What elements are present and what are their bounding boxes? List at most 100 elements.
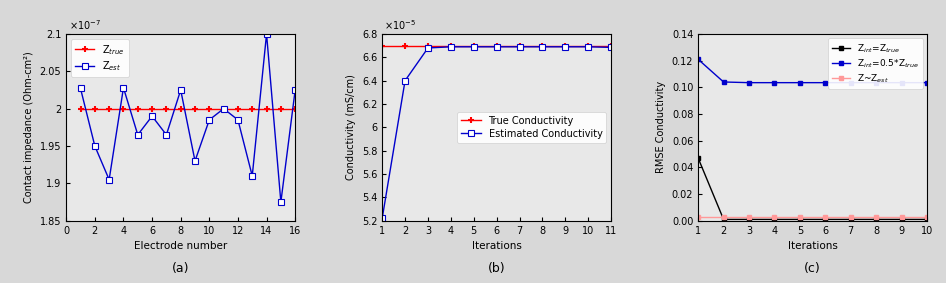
- Z$_{true}$: [147, 107, 158, 110]
- Z$_{est}$: [75, 87, 86, 90]
- Estimated Conductivity: [377, 217, 388, 220]
- Z$_{est}$: [275, 200, 287, 204]
- Z$_{est}$: [218, 107, 229, 110]
- Z$_{int}$=0.5*Z$_{true}$: [896, 81, 907, 84]
- Z$_{est}$: [161, 133, 172, 136]
- Z$_{true}$: [289, 107, 301, 110]
- Legend: True Conductivity, Estimated Conductivity: True Conductivity, Estimated Conductivit…: [457, 112, 606, 143]
- Z~Z$_{est}$: [896, 215, 907, 218]
- Estimated Conductivity: [605, 46, 617, 49]
- Z~Z$_{est}$: [870, 215, 882, 218]
- Z$_{true}$: [233, 107, 244, 110]
- Line: Z$_{int}$=Z$_{true}$: Z$_{int}$=Z$_{true}$: [695, 156, 930, 222]
- Text: $\times 10^{-7}$: $\times 10^{-7}$: [68, 18, 100, 32]
- Estimated Conductivity: [446, 45, 457, 48]
- Estimated Conductivity: [583, 45, 594, 48]
- Line: Z$_{true}$: Z$_{true}$: [77, 105, 299, 112]
- Title: (b): (b): [488, 262, 505, 275]
- Z$_{true}$: [103, 107, 114, 110]
- Estimated Conductivity: [399, 79, 411, 82]
- Z~Z$_{est}$: [769, 215, 780, 218]
- Z$_{est}$: [261, 32, 272, 36]
- Estimated Conductivity: [422, 46, 433, 50]
- Z$_{int}$=Z$_{true}$: [896, 218, 907, 221]
- Y-axis label: RMSE Conductivity: RMSE Conductivity: [657, 81, 666, 173]
- Z$_{int}$=0.5*Z$_{true}$: [692, 58, 704, 61]
- Z$_{est}$: [289, 88, 301, 92]
- Estimated Conductivity: [491, 45, 502, 48]
- Z$_{true}$: [132, 107, 144, 110]
- Z$_{int}$=Z$_{true}$: [692, 156, 704, 160]
- Z$_{true}$: [261, 107, 272, 110]
- Line: Z$_{int}$=0.5*Z$_{true}$: Z$_{int}$=0.5*Z$_{true}$: [695, 57, 930, 85]
- True Conductivity: [377, 44, 388, 47]
- True Conductivity: [514, 44, 525, 47]
- Z~Z$_{est}$: [819, 215, 831, 218]
- Z$_{est}$: [203, 118, 215, 122]
- Z$_{int}$=Z$_{true}$: [845, 218, 856, 221]
- X-axis label: Electrode number: Electrode number: [134, 241, 227, 251]
- Estimated Conductivity: [536, 45, 548, 48]
- True Conductivity: [536, 44, 548, 47]
- Z$_{est}$: [189, 159, 201, 163]
- Z$_{true}$: [161, 107, 172, 110]
- Text: $\times 10^{-5}$: $\times 10^{-5}$: [384, 18, 416, 32]
- Z$_{int}$=Z$_{true}$: [718, 218, 729, 221]
- Z$_{int}$=Z$_{true}$: [870, 218, 882, 221]
- Z$_{true}$: [189, 107, 201, 110]
- Z$_{int}$=Z$_{true}$: [921, 218, 933, 221]
- Z$_{int}$=0.5*Z$_{true}$: [921, 81, 933, 84]
- Z$_{true}$: [75, 107, 86, 110]
- Estimated Conductivity: [514, 45, 525, 48]
- Z$_{int}$=0.5*Z$_{true}$: [744, 81, 755, 84]
- Z$_{est}$: [89, 144, 100, 148]
- Z$_{int}$=0.5*Z$_{true}$: [769, 81, 780, 84]
- True Conductivity: [560, 44, 571, 47]
- Line: True Conductivity: True Conductivity: [378, 42, 615, 49]
- Z~Z$_{est}$: [845, 215, 856, 218]
- Line: Estimated Conductivity: Estimated Conductivity: [379, 44, 614, 221]
- Z$_{est}$: [103, 178, 114, 181]
- True Conductivity: [468, 44, 480, 47]
- Z$_{true}$: [218, 107, 229, 110]
- Z~Z$_{est}$: [795, 215, 806, 218]
- Z$_{est}$: [233, 118, 244, 122]
- Estimated Conductivity: [560, 45, 571, 48]
- True Conductivity: [491, 44, 502, 47]
- Z$_{int}$=0.5*Z$_{true}$: [718, 80, 729, 84]
- Z$_{int}$=Z$_{true}$: [744, 218, 755, 221]
- Y-axis label: Conductivity (mS/cm): Conductivity (mS/cm): [346, 74, 357, 180]
- Line: Z$_{est}$: Z$_{est}$: [78, 31, 298, 205]
- Z~Z$_{est}$: [692, 215, 704, 218]
- Z$_{true}$: [275, 107, 287, 110]
- X-axis label: Iterations: Iterations: [788, 241, 837, 251]
- Title: (c): (c): [804, 262, 821, 275]
- Z~Z$_{est}$: [718, 215, 729, 218]
- True Conductivity: [422, 44, 433, 47]
- Y-axis label: Contact impedance (Ohm-cm²): Contact impedance (Ohm-cm²): [25, 52, 34, 203]
- Z$_{int}$=0.5*Z$_{true}$: [845, 81, 856, 84]
- Z$_{int}$=0.5*Z$_{true}$: [819, 81, 831, 84]
- Z$_{est}$: [147, 114, 158, 118]
- Z$_{true}$: [175, 107, 186, 110]
- Z$_{int}$=Z$_{true}$: [769, 218, 780, 221]
- Title: (a): (a): [172, 262, 189, 275]
- Z$_{int}$=0.5*Z$_{true}$: [795, 81, 806, 84]
- True Conductivity: [446, 44, 457, 47]
- Z$_{true}$: [203, 107, 215, 110]
- Legend: Z$_{int}$=Z$_{true}$, Z$_{int}$=0.5*Z$_{true}$, Z~Z$_{est}$: Z$_{int}$=Z$_{true}$, Z$_{int}$=0.5*Z$_{…: [828, 38, 922, 89]
- Legend: Z$_{true}$, Z$_{est}$: Z$_{true}$, Z$_{est}$: [71, 39, 129, 77]
- Line: Z~Z$_{est}$: Z~Z$_{est}$: [695, 214, 930, 219]
- Z~Z$_{est}$: [921, 215, 933, 218]
- Z$_{est}$: [118, 86, 130, 89]
- Z$_{int}$=Z$_{true}$: [819, 218, 831, 221]
- Z$_{est}$: [175, 88, 186, 92]
- True Conductivity: [399, 44, 411, 47]
- Z$_{true}$: [118, 107, 130, 110]
- Z$_{int}$=0.5*Z$_{true}$: [870, 81, 882, 84]
- Z$_{true}$: [247, 107, 258, 110]
- True Conductivity: [605, 44, 617, 47]
- Z$_{est}$: [247, 174, 258, 178]
- Z$_{int}$=Z$_{true}$: [795, 218, 806, 221]
- Z~Z$_{est}$: [744, 215, 755, 218]
